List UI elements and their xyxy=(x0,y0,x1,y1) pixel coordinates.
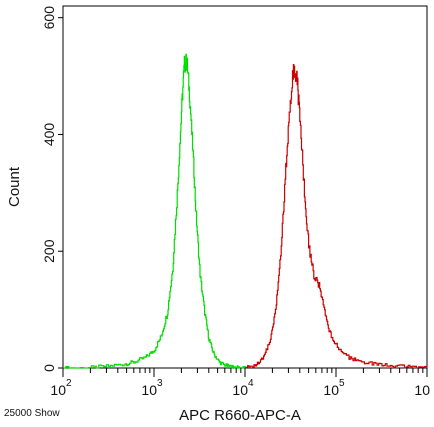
y-axis-label: Count xyxy=(6,166,23,207)
x-tick-label: 10 xyxy=(414,382,430,398)
histogram-series-2 xyxy=(245,63,428,369)
y-tick-label: 600 xyxy=(41,6,57,30)
x-tick-label: 10 xyxy=(50,382,66,398)
histogram-series-1 xyxy=(63,53,246,369)
y-tick-label: 200 xyxy=(41,239,57,263)
x-tick-label: 10 xyxy=(323,382,339,398)
x-tick-label: 10 xyxy=(232,382,248,398)
x-tick-exponent: 5 xyxy=(339,378,345,389)
x-axis-label: APC R660-APC-A xyxy=(179,407,301,424)
x-tick-exponent: 4 xyxy=(248,378,254,389)
event-count-note: 25000 Show xyxy=(4,408,60,419)
x-tick-exponent: 3 xyxy=(157,378,163,389)
plot-frame xyxy=(62,5,428,369)
x-tick-label: 10 xyxy=(141,382,157,398)
y-tick-label: 0 xyxy=(41,364,57,372)
x-tick-exponent: 2 xyxy=(66,378,72,389)
series-layer xyxy=(63,53,428,369)
y-tick-label: 400 xyxy=(41,123,57,147)
